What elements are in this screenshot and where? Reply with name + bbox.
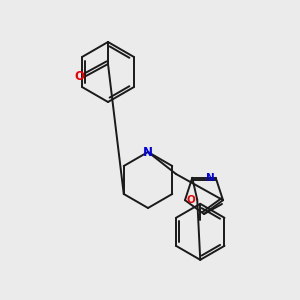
- Text: O: O: [74, 70, 84, 83]
- Text: N: N: [143, 146, 153, 158]
- Text: O: O: [187, 195, 195, 205]
- Text: N: N: [206, 173, 215, 183]
